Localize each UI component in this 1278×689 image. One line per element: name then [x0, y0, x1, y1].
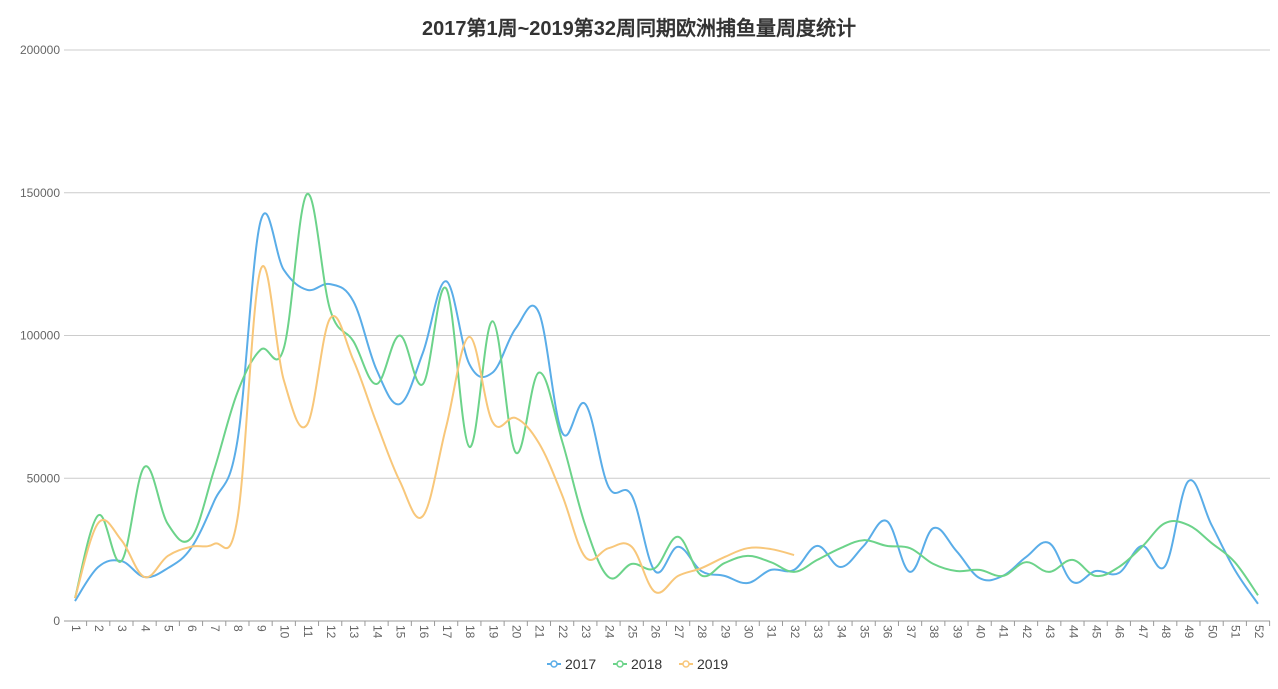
x-tick-label: 1 — [69, 625, 83, 632]
legend-label: 2019 — [697, 656, 728, 672]
x-tick-label: 47 — [1136, 625, 1150, 639]
series-line-2018 — [74, 193, 1259, 599]
x-tick-label: 40 — [973, 625, 987, 639]
x-tick-label: 46 — [1113, 625, 1127, 639]
x-tick-label: 7 — [208, 625, 222, 632]
x-tick-label: 42 — [1020, 625, 1034, 639]
x-tick-label: 21 — [533, 625, 547, 639]
x-tick-label: 17 — [440, 625, 454, 639]
legend-marker-icon — [682, 660, 690, 668]
x-tick-label: 8 — [231, 625, 245, 632]
x-tick-label: 49 — [1182, 625, 1196, 639]
x-tick-label: 48 — [1159, 625, 1173, 639]
x-tick-label: 24 — [602, 625, 616, 639]
x-tick-label: 35 — [857, 625, 871, 639]
x-tick-label: 39 — [950, 625, 964, 639]
x-tick-label: 30 — [742, 625, 756, 639]
x-tick-label: 2 — [92, 625, 106, 632]
x-tick-label: 14 — [370, 625, 384, 639]
x-tick-label: 50 — [1205, 625, 1219, 639]
x-tick-label: 12 — [324, 625, 338, 639]
x-tick-label: 34 — [834, 625, 848, 639]
x-tick-label: 22 — [556, 625, 570, 639]
x-tick-label: 20 — [510, 625, 524, 639]
legend-marker-icon — [616, 660, 624, 668]
x-tick-label: 25 — [626, 625, 640, 639]
legend-label: 2018 — [631, 656, 662, 672]
legend-item-2018[interactable]: 2018 — [613, 656, 662, 672]
x-tick-label: 11 — [301, 625, 315, 638]
x-tick-label: 26 — [649, 625, 663, 639]
x-tick-label: 4 — [138, 625, 152, 632]
legend-item-2019[interactable]: 2019 — [679, 656, 728, 672]
x-tick-label: 52 — [1252, 625, 1266, 639]
x-tick-label: 3 — [115, 625, 129, 632]
x-tick-label: 41 — [997, 625, 1011, 639]
x-tick-label: 45 — [1089, 625, 1103, 639]
chart-title: 2017第1周~2019第32周同期欧洲捕鱼量周度统计 — [422, 16, 856, 40]
x-tick-label: 33 — [811, 625, 825, 639]
x-tick-label: 27 — [672, 625, 686, 639]
x-tick-label: 43 — [1043, 625, 1057, 639]
y-tick-label: 150000 — [20, 186, 60, 200]
series-line-2019 — [74, 265, 795, 599]
x-tick-label: 51 — [1229, 625, 1243, 639]
legend-item-2017[interactable]: 2017 — [547, 656, 596, 672]
x-tick-label: 15 — [394, 625, 408, 639]
x-tick-label: 32 — [788, 625, 802, 639]
y-tick-label: 200000 — [20, 43, 60, 57]
x-tick-label: 28 — [695, 625, 709, 639]
x-tick-label: 29 — [718, 625, 732, 639]
x-tick-label: 18 — [463, 625, 477, 639]
x-tick-label: 19 — [486, 625, 500, 639]
x-tick-label: 36 — [881, 625, 895, 639]
x-tick-label: 37 — [904, 625, 918, 639]
y-tick-label: 50000 — [27, 471, 61, 485]
x-tick-label: 38 — [927, 625, 941, 639]
y-tick-label: 100000 — [20, 329, 60, 343]
y-tick-label: 0 — [53, 614, 60, 628]
x-tick-label: 10 — [278, 625, 292, 639]
x-tick-label: 13 — [347, 625, 361, 639]
x-tick-label: 5 — [162, 625, 176, 632]
legend-label: 2017 — [565, 656, 596, 672]
x-tick-label: 31 — [765, 625, 779, 639]
series-line-2017 — [74, 212, 1259, 605]
x-tick-label: 6 — [185, 625, 199, 632]
x-tick-label: 9 — [254, 625, 268, 632]
x-tick-label: 44 — [1066, 625, 1080, 639]
legend-marker-icon — [550, 660, 558, 668]
x-tick-label: 23 — [579, 625, 593, 639]
x-tick-label: 16 — [417, 625, 431, 639]
